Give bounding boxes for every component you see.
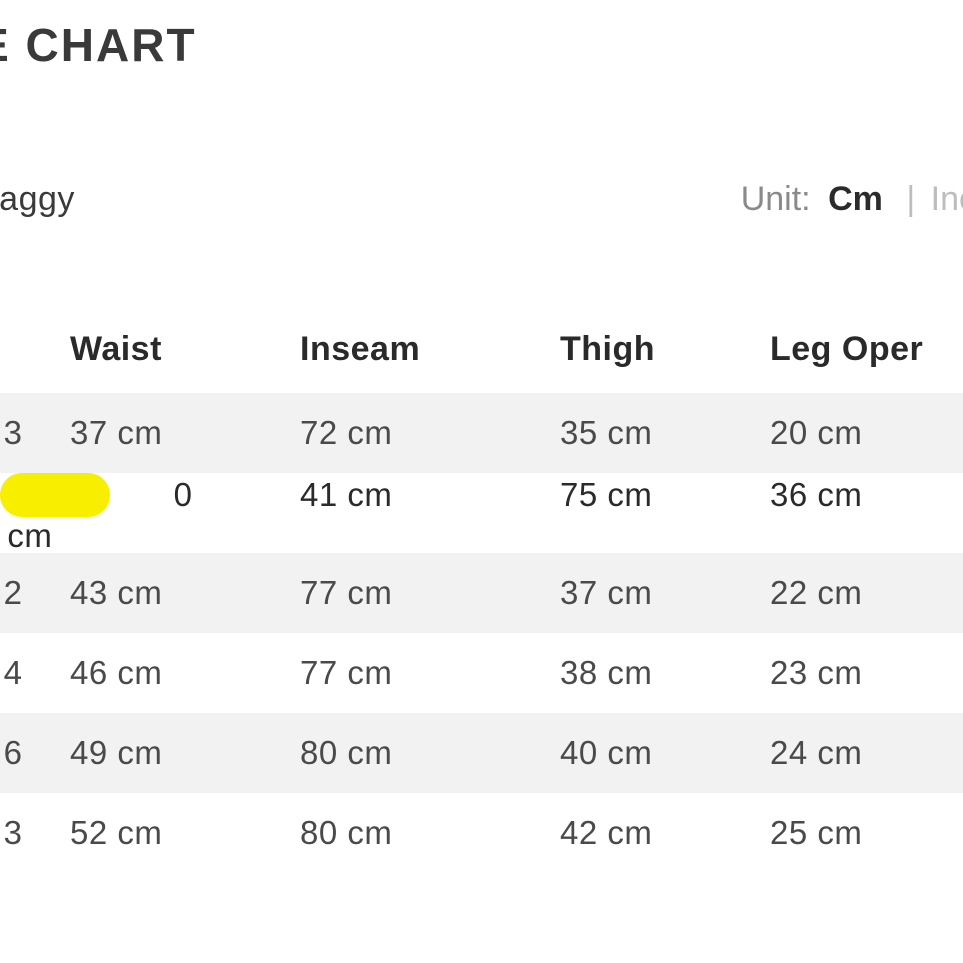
cell-inseam: 75 cm xyxy=(560,476,770,514)
cell-leg: 20 cm xyxy=(770,414,963,452)
table-row: 243 cm77 cm37 cm22 cm xyxy=(0,553,963,633)
fit-and-unit-row: Baggy Unit: Cm | Inc xyxy=(0,180,963,219)
cell-waist: 46 cm xyxy=(70,654,300,692)
cell-leg: 24 cm xyxy=(770,734,963,772)
table-row: 337 cm72 cm35 cm20 cm xyxy=(0,393,963,473)
col-size xyxy=(0,330,70,369)
cell-size: 2 xyxy=(0,574,70,612)
cell-waist: 49 cm xyxy=(70,734,300,772)
unit-selector: Unit: Cm | Inc xyxy=(741,180,963,219)
cell-thigh: 37 cm xyxy=(560,574,770,612)
cell-leg: 21 cm xyxy=(0,517,70,555)
col-leg: Leg Oper xyxy=(770,330,963,369)
cell-size: 4 xyxy=(0,654,70,692)
cell-inseam: 77 cm xyxy=(300,654,560,692)
cell-thigh: 40 cm xyxy=(560,734,770,772)
cell-waist: 37 cm xyxy=(70,414,300,452)
cell-inseam: 80 cm xyxy=(300,814,560,852)
cell-thigh: 36 cm xyxy=(770,476,963,514)
table-row: 446 cm77 cm38 cm23 cm xyxy=(0,633,963,713)
unit-label: Unit: xyxy=(741,180,811,218)
cell-waist: 43 cm xyxy=(70,574,300,612)
cell-size: 0 xyxy=(70,476,300,514)
cell-waist: 52 cm xyxy=(70,814,300,852)
fit-label: Baggy xyxy=(0,180,75,218)
table-row: 649 cm80 cm40 cm24 cm xyxy=(0,713,963,793)
col-waist: Waist xyxy=(70,330,300,369)
cell-inseam: 72 cm xyxy=(300,414,560,452)
cell-inseam: 80 cm xyxy=(300,734,560,772)
cell-waist: 41 cm xyxy=(300,476,560,514)
col-inseam: Inseam xyxy=(300,330,560,369)
unit-separator: | xyxy=(900,180,921,218)
table-header: Waist Inseam Thigh Leg Oper xyxy=(0,330,963,393)
cell-leg: 22 cm xyxy=(770,574,963,612)
table-row: 041 cm75 cm36 cm 21 cm xyxy=(0,473,963,553)
size-chart-page: ZE CHART Baggy Unit: Cm | Inc Waist Inse… xyxy=(0,0,963,963)
cell-leg: 25 cm xyxy=(770,814,963,852)
cell-size: 3 xyxy=(0,814,70,852)
cell-thigh: 42 cm xyxy=(560,814,770,852)
page-title: ZE CHART xyxy=(0,18,197,72)
cell-thigh: 35 cm xyxy=(560,414,770,452)
table-row: 352 cm80 cm42 cm25 cm xyxy=(0,793,963,873)
cell-thigh: 38 cm xyxy=(560,654,770,692)
unit-inch-button[interactable]: Inc xyxy=(931,180,963,218)
cell-size: 3 xyxy=(0,414,70,452)
unit-cm-button[interactable]: Cm xyxy=(820,180,891,218)
cell-size: 6 xyxy=(0,734,70,772)
size-table: Waist Inseam Thigh Leg Oper 337 cm72 cm3… xyxy=(0,330,963,873)
cell-inseam: 77 cm xyxy=(300,574,560,612)
col-thigh: Thigh xyxy=(560,330,770,369)
table-body: 337 cm72 cm35 cm20 cm041 cm75 cm36 cm21 … xyxy=(0,393,963,873)
cell-leg: 23 cm xyxy=(770,654,963,692)
